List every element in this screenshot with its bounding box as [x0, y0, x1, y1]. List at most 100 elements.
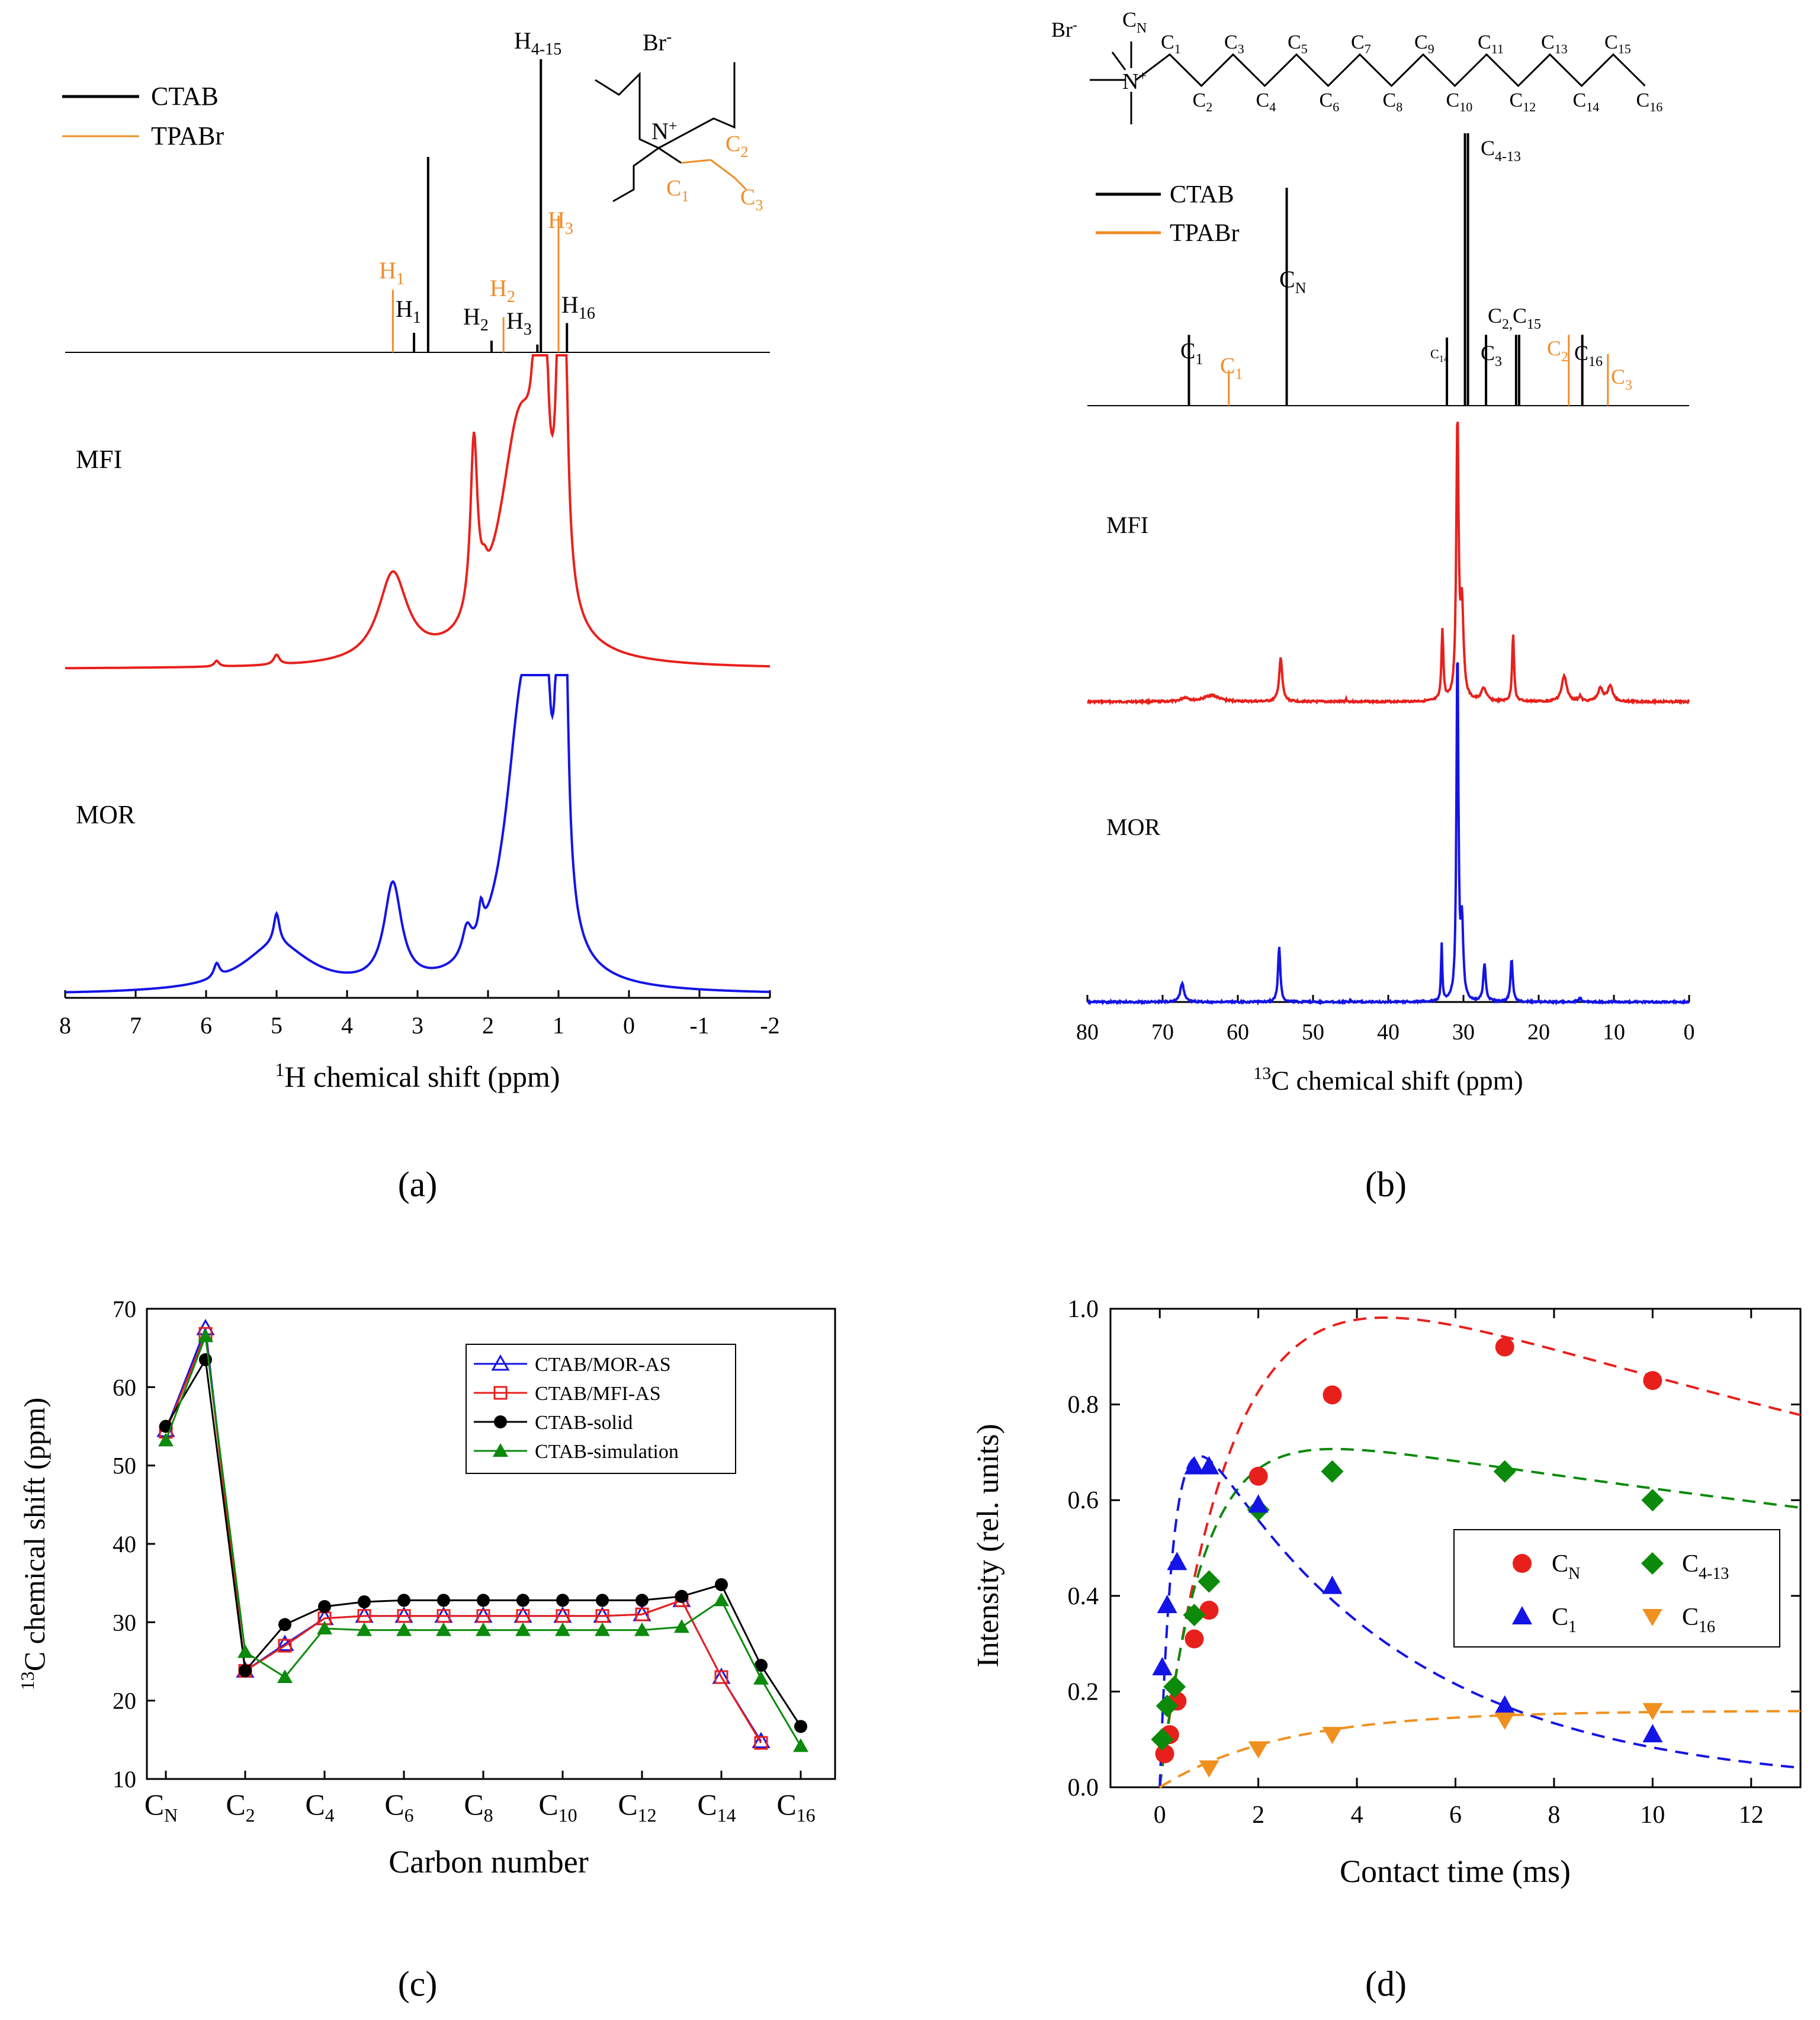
- panel-a: CTAB TPABr MFI MOR H1 H1 H2 H2 H3 H3 H4-…: [59, 27, 780, 1204]
- fit-curve: [1158, 1454, 1801, 1788]
- marker-triangle-down: [1199, 1760, 1219, 1778]
- chain-label: C7: [1351, 31, 1371, 56]
- marker-triangle: [1199, 1456, 1219, 1475]
- legend-index: 4-13: [1699, 1565, 1729, 1583]
- x-ticks-a: 8 7 6 5 4 3 2 1 0 -1 -2: [59, 990, 780, 1039]
- x-ticks-b: 80 70 60 50 40 30 20 10 0: [1076, 995, 1695, 1045]
- marker-diamond: [1641, 1552, 1664, 1575]
- marker-circle: [318, 1600, 331, 1613]
- ctab-anion: Br-: [1051, 18, 1077, 41]
- marker-square-open: [357, 1609, 371, 1623]
- panel-label-a: (a): [398, 1165, 438, 1204]
- tpabr-c3-label: C3: [740, 185, 763, 214]
- marker-triangle: [555, 1622, 570, 1636]
- marker-circle: [477, 1594, 490, 1607]
- x-tick-letter: C: [697, 1788, 717, 1821]
- series-c16: [1199, 1703, 1663, 1778]
- y-tick-label-c: 50: [113, 1453, 136, 1479]
- label-b-mfi: MFI: [1106, 512, 1148, 538]
- panel-b: Br- N+ CN C1C2C3C4C5C6C7C8C9C10C11C12C13…: [1051, 8, 1695, 1204]
- fit-curve: [1158, 1447, 1801, 1788]
- x-axis-title-b: 13C chemical shift (ppm): [1253, 1064, 1523, 1096]
- marker-square-open: [397, 1609, 411, 1623]
- marker-triangle: [277, 1669, 293, 1683]
- x-tick-label-a: 4: [341, 1012, 353, 1039]
- marker-circle: [437, 1594, 450, 1607]
- legend-label-c: CTAB/MFI-AS: [535, 1383, 661, 1405]
- legend-index: N: [1568, 1565, 1580, 1583]
- chain-label-index: 9: [1428, 41, 1434, 56]
- series-line: [165, 1333, 762, 1743]
- chain-label-letter: C: [1161, 31, 1174, 53]
- label-mfi: MFI: [76, 445, 122, 474]
- chain-label: C14: [1573, 89, 1600, 114]
- x-tick-label-a: 2: [482, 1012, 494, 1039]
- x-tick-label-a: -2: [760, 1012, 779, 1039]
- marker-triangle: [396, 1622, 412, 1636]
- chain-label-index: 4: [1269, 99, 1276, 114]
- x-tick-label-a: 7: [130, 1012, 142, 1039]
- legend-label-c: CTAB-solid: [535, 1412, 633, 1434]
- y-tick-label-c: 10: [113, 1766, 136, 1793]
- chain-label-letter: C: [1446, 89, 1460, 111]
- chain-label-index: 6: [1333, 99, 1339, 114]
- x-tick-label-c: C4: [305, 1788, 334, 1826]
- legend-tpabr-label: TPABr: [151, 121, 224, 150]
- tpabr-structure: [595, 62, 747, 203]
- x-tick-label-b: 50: [1302, 1020, 1324, 1045]
- marker-triangle: [1494, 1695, 1515, 1714]
- legend-label-d: C4-13: [1682, 1550, 1729, 1583]
- y-axis-title-d: Intensity (rel. units): [971, 1424, 1005, 1668]
- x-tick-label-b: 40: [1377, 1020, 1399, 1045]
- legend-box-c: [466, 1344, 736, 1474]
- ctab-cation: N+: [1122, 69, 1147, 94]
- marker-square-open: [556, 1609, 570, 1623]
- marker-square-open: [516, 1609, 530, 1623]
- marker-triangle: [1322, 1575, 1343, 1594]
- marker-circle: [1155, 1744, 1174, 1764]
- chain-label-index: 14: [1586, 99, 1599, 114]
- marker-triangle: [1642, 1724, 1663, 1743]
- marker-triangle: [1512, 1606, 1532, 1624]
- marker-diamond: [1151, 1728, 1174, 1751]
- peak-b-c3: C3: [1481, 341, 1502, 370]
- x-tick-label-c: C14: [697, 1788, 736, 1826]
- marker-triangle: [515, 1622, 531, 1636]
- chain-label-letter: C: [1224, 31, 1238, 53]
- x-tick-label-a: 5: [271, 1012, 283, 1039]
- marker-triangle-down: [1642, 1609, 1662, 1626]
- x-tick-label-b: 20: [1527, 1020, 1550, 1045]
- legend-label-c: CTAB/MOR-AS: [535, 1354, 671, 1376]
- chain-label-index: 2: [1206, 99, 1212, 114]
- legend-index: 16: [1699, 1618, 1715, 1636]
- tpabr-anion: Br-: [643, 28, 672, 56]
- y-tick-label-c: 30: [113, 1609, 136, 1636]
- chain-label: C11: [1478, 31, 1504, 56]
- marker-triangle: [634, 1622, 650, 1636]
- marker-square-open: [436, 1609, 451, 1623]
- x-tick-label-a: 0: [623, 1012, 635, 1039]
- peak-label-h1-tpabr: H1: [379, 257, 405, 288]
- marker-square-open: [754, 1736, 768, 1750]
- marker-triangle-down: [1322, 1727, 1343, 1745]
- x-tick-label-c: CN: [145, 1788, 178, 1826]
- legend-letter: C: [1682, 1604, 1699, 1631]
- x-tick-label-b: 60: [1227, 1020, 1249, 1045]
- marker-diamond: [1163, 1675, 1186, 1698]
- marker-circle: [1185, 1629, 1204, 1649]
- x-tick-label-c: C12: [618, 1788, 656, 1826]
- x-tick-index: 6: [405, 1804, 414, 1826]
- marker-square-open: [595, 1609, 609, 1623]
- x-tick-label-d: 12: [1739, 1801, 1764, 1829]
- chain-label: C15: [1604, 31, 1631, 56]
- x-tick-label-d: 0: [1154, 1801, 1166, 1829]
- peak-b-c1: C1: [1180, 339, 1203, 368]
- marker-circle: [675, 1589, 688, 1603]
- chain-label: C3: [1224, 31, 1244, 56]
- tpabr-cation: N+: [651, 117, 678, 144]
- chain-label: C1: [1161, 31, 1181, 56]
- chain-label-letter: C: [1573, 89, 1587, 111]
- x-tick-letter: C: [618, 1788, 637, 1821]
